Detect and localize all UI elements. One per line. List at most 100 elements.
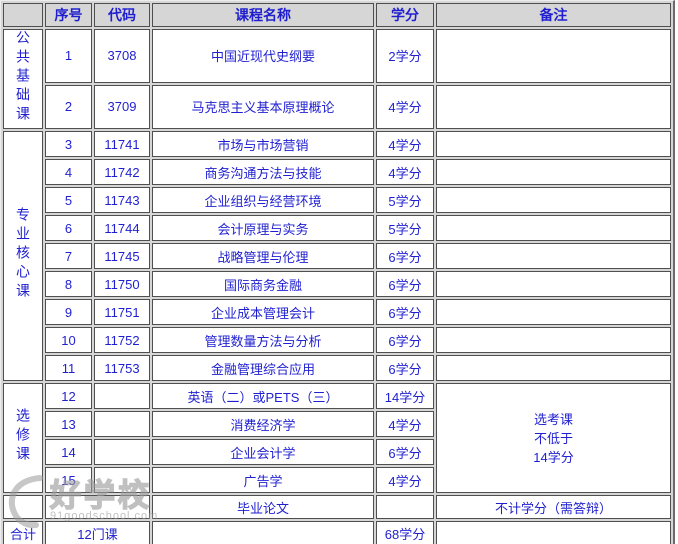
course-row: 选修课 12 英语（二）或PETS（三） 14学分 选考课 不低于 14学分	[3, 383, 671, 493]
seq-cell: 8	[45, 271, 92, 297]
course-cell: 广告学	[152, 467, 374, 493]
course-row: 公共基础课 1 3708 中国近现代史纲要 2学分	[3, 29, 671, 129]
course-row: 专业核心课 3 11741 市场与市场营销 4学分	[3, 131, 671, 381]
course-row: 8 11750 国际商务金融 6学分	[3, 271, 671, 297]
header-course: 课程名称	[152, 3, 374, 27]
remark-cell	[436, 327, 671, 353]
seq-cell: 13	[45, 411, 92, 437]
course-row: 5 11743 企业组织与经营环境 5学分	[3, 187, 671, 213]
code-cell: 11753	[94, 355, 150, 381]
course-cell: 英语（二）或PETS（三）	[152, 383, 374, 409]
course-row: 6 11744 会计原理与实务 5学分	[3, 215, 671, 241]
course-row: 11 11753 金融管理综合应用 6学分	[3, 355, 671, 381]
category-public-basic: 公共基础课	[3, 29, 43, 129]
course-cell: 金融管理综合应用	[152, 355, 374, 381]
remark-cell	[436, 215, 671, 241]
seq-cell: 5	[45, 187, 92, 213]
thesis-code-cell	[45, 495, 150, 519]
code-cell: 11751	[94, 299, 150, 325]
remark-cell	[436, 131, 671, 157]
remark-cell	[436, 243, 671, 269]
code-cell: 11750	[94, 271, 150, 297]
credits-cell: 6学分	[376, 299, 434, 325]
credits-cell: 4学分	[376, 467, 434, 493]
credits-cell: 2学分	[376, 29, 434, 83]
course-row: 2 3709 马克思主义基本原理概论 4学分	[3, 84, 671, 129]
remark-cell	[436, 355, 671, 381]
thesis-category-cell	[3, 495, 43, 519]
total-course-cell	[152, 521, 374, 544]
course-row: 15 广告学 4学分	[3, 467, 671, 493]
code-cell: 11752	[94, 327, 150, 353]
thesis-course-cell: 毕业论文	[152, 495, 374, 519]
course-row: 13 消费经济学 4学分	[3, 411, 671, 437]
code-cell: 11744	[94, 215, 150, 241]
seq-cell: 3	[45, 131, 92, 157]
code-cell	[94, 439, 150, 465]
credits-cell: 4学分	[376, 411, 434, 437]
credits-cell: 6学分	[376, 243, 434, 269]
course-cell: 马克思主义基本原理概论	[152, 84, 374, 129]
remark-cell	[436, 271, 671, 297]
course-row: 4 11742 商务沟通方法与技能 4学分	[3, 159, 671, 185]
header-seq: 序号	[45, 3, 92, 27]
course-row: 7 11745 战略管理与伦理 6学分	[3, 243, 671, 269]
header-code: 代码	[94, 3, 150, 27]
electives-remark-line: 不低于	[533, 430, 573, 446]
seq-cell: 4	[45, 159, 92, 185]
course-cell: 企业成本管理会计	[152, 299, 374, 325]
category-label: 专业核心课	[15, 207, 31, 302]
code-cell	[94, 467, 150, 493]
thesis-row: 毕业论文 不计学分（需答辩）	[3, 495, 671, 519]
electives-remark-cell: 选考课 不低于 14学分	[436, 383, 671, 493]
credits-cell: 6学分	[376, 355, 434, 381]
course-cell: 商务沟通方法与技能	[152, 159, 374, 185]
total-label-cell: 合计	[3, 521, 43, 544]
category-label: 选修课	[15, 408, 31, 465]
category-label: 公共基础课	[15, 30, 31, 125]
code-cell: 11742	[94, 159, 150, 185]
remark-cell	[436, 299, 671, 325]
credits-cell: 14学分	[376, 383, 434, 409]
category-electives: 选修课	[3, 383, 43, 493]
course-cell: 消费经济学	[152, 411, 374, 437]
credits-cell: 5学分	[376, 215, 434, 241]
total-remark-cell	[436, 521, 671, 544]
total-credits-cell: 68学分	[376, 521, 434, 544]
seq-cell: 9	[45, 299, 92, 325]
electives-remark-line: 14学分	[533, 449, 574, 465]
remark-cell	[436, 29, 671, 83]
thesis-credits-cell	[376, 495, 434, 519]
course-cell: 中国近现代史纲要	[152, 29, 374, 83]
credits-cell: 6学分	[376, 271, 434, 297]
code-cell: 11743	[94, 187, 150, 213]
credits-cell: 4学分	[376, 84, 434, 129]
code-cell: 11741	[94, 131, 150, 157]
thesis-remark-cell: 不计学分（需答辩）	[436, 495, 671, 519]
total-row: 合计 12门课 68学分	[3, 521, 671, 544]
seq-cell: 10	[45, 327, 92, 353]
credits-cell: 4学分	[376, 159, 434, 185]
code-cell	[94, 383, 150, 409]
course-cell: 管理数量方法与分析	[152, 327, 374, 353]
credits-cell: 6学分	[376, 327, 434, 353]
remark-cell	[436, 84, 671, 129]
course-row: 14 企业会计学 6学分	[3, 439, 671, 465]
code-cell: 3709	[94, 84, 150, 129]
remark-cell	[436, 159, 671, 185]
course-cell: 市场与市场营销	[152, 131, 374, 157]
header-row: 序号 代码 课程名称 学分 备注	[3, 3, 671, 27]
course-cell: 会计原理与实务	[152, 215, 374, 241]
header-remarks: 备注	[436, 3, 671, 27]
code-cell: 11745	[94, 243, 150, 269]
electives-remark-line: 选考课	[533, 411, 573, 427]
total-count-cell: 12门课	[45, 521, 150, 544]
seq-cell: 6	[45, 215, 92, 241]
seq-cell: 15	[45, 467, 92, 493]
credits-cell: 6学分	[376, 439, 434, 465]
category-professional-core: 专业核心课	[3, 131, 43, 381]
header-credits: 学分	[376, 3, 434, 27]
course-cell: 企业组织与经营环境	[152, 187, 374, 213]
seq-cell: 7	[45, 243, 92, 269]
